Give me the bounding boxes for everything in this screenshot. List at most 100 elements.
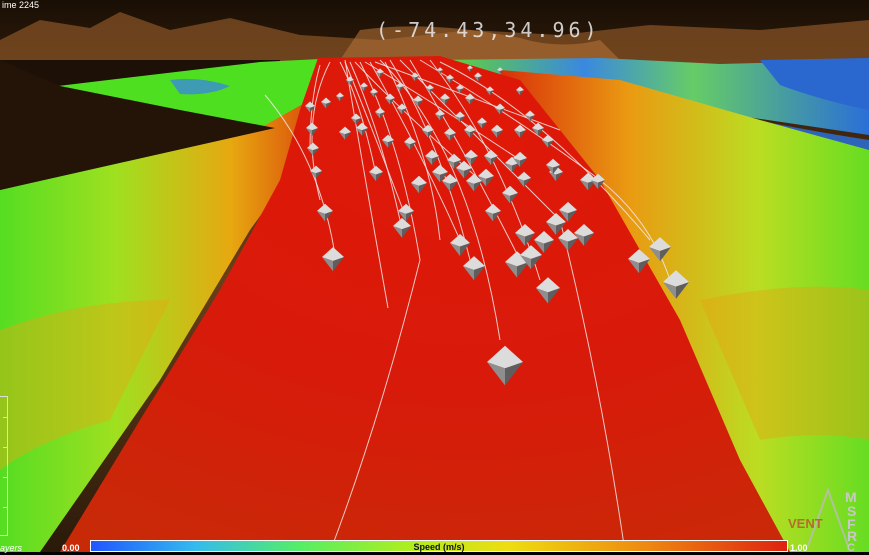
land-wedge	[0, 60, 275, 190]
particle-glyph	[440, 93, 450, 105]
particle-glyph	[435, 109, 445, 121]
colorbar-title: Speed (m/s)	[413, 542, 465, 552]
high-speed-jet	[60, 56, 790, 552]
streamline	[369, 61, 461, 241]
particle-glyph	[444, 127, 456, 141]
particle-glyph	[397, 103, 407, 115]
terrain-highlight	[340, 26, 620, 60]
particle-glyph	[464, 149, 478, 166]
particle-glyph	[463, 256, 485, 281]
particle-glyph	[450, 234, 470, 256]
logo-letter: R	[847, 528, 858, 544]
svg-text:VENT: VENT	[788, 516, 823, 531]
particle-glyph	[536, 277, 560, 304]
particle-glyph	[505, 251, 529, 278]
particle-glyph	[306, 122, 318, 136]
streamline	[419, 59, 671, 281]
particle-glyph	[356, 122, 368, 136]
logo-letter: C	[847, 542, 855, 554]
coordinate-readout: (-74.43,34.96)	[376, 18, 601, 42]
streamline	[344, 61, 406, 216]
logo-letter: F	[847, 516, 856, 532]
particle-glyph	[393, 217, 411, 238]
streamline	[349, 61, 401, 221]
particle-glyph	[432, 164, 448, 183]
particle-glyph	[558, 229, 578, 251]
particle-glyph	[422, 124, 434, 138]
colorbar-gradient	[91, 541, 787, 551]
particle-glyph	[559, 201, 577, 222]
particle-glyph	[446, 74, 454, 84]
shelf-left	[58, 58, 340, 130]
msfrc-logo: VENT M S F R C	[788, 486, 866, 554]
particle-glyph	[525, 110, 535, 122]
colorbar-min-label: 0.00	[62, 543, 80, 553]
scale-tick	[3, 417, 7, 418]
logo-emblem: VENT	[788, 487, 849, 547]
scale-tick	[3, 477, 7, 478]
particle-glyph	[411, 72, 419, 82]
particle-glyph	[442, 173, 458, 192]
particle-glyph	[546, 158, 560, 175]
particle-glyph	[396, 82, 404, 92]
particle-glyph	[591, 173, 605, 190]
particle-glyph	[474, 72, 482, 82]
particle-glyphs	[305, 65, 689, 386]
time-label: ime 2245	[2, 0, 40, 10]
far-right-blue-patch	[760, 58, 869, 110]
particle-glyph	[375, 107, 385, 119]
particle-glyph	[514, 124, 526, 138]
streamline	[399, 59, 626, 552]
colorbar-max-label: 1.00	[790, 543, 808, 553]
particle-glyph	[376, 68, 384, 78]
particle-glyph	[456, 84, 464, 94]
particle-glyph	[456, 160, 472, 179]
left-orange-band	[0, 300, 170, 470]
streamline	[264, 94, 336, 256]
particle-glyph	[404, 136, 416, 150]
particle-glyph	[305, 101, 315, 113]
particle-glyph	[413, 95, 423, 107]
scale-tick	[3, 447, 7, 448]
particle-glyph	[360, 82, 368, 92]
particle-glyph	[336, 92, 344, 102]
shelf-left-blue	[170, 78, 230, 95]
particle-glyph	[466, 173, 482, 192]
particle-glyph	[478, 168, 494, 187]
particle-glyph	[515, 224, 535, 246]
particle-glyph	[310, 165, 322, 179]
depth-scale-strip[interactable]	[0, 396, 8, 536]
particle-glyph	[497, 67, 503, 74]
particle-glyph	[351, 113, 361, 125]
logo-letter: S	[847, 503, 857, 519]
particle-glyph	[465, 93, 475, 105]
particle-glyph	[411, 175, 427, 194]
particle-glyph	[447, 153, 461, 170]
particle-glyph	[385, 93, 395, 105]
particle-glyph	[542, 134, 554, 148]
streamline	[374, 61, 561, 131]
streamline	[439, 61, 651, 241]
right-orange-band	[700, 286, 869, 440]
particle-glyph	[516, 86, 524, 96]
particle-glyph	[491, 124, 503, 138]
particle-glyph	[649, 237, 671, 262]
particle-glyph	[487, 345, 523, 386]
particle-glyph	[628, 249, 650, 274]
particle-glyph	[425, 149, 439, 166]
particle-glyph	[517, 171, 531, 188]
particle-glyph	[467, 65, 473, 72]
particle-glyph	[321, 97, 331, 109]
particle-glyph	[307, 142, 319, 156]
speed-colorbar: Speed (m/s)	[90, 540, 788, 552]
particle-glyph	[455, 111, 465, 123]
particle-glyph	[322, 247, 344, 272]
particle-glyph	[574, 224, 594, 246]
streamline	[384, 61, 441, 241]
particle-glyph	[369, 165, 383, 182]
particle-glyph	[532, 122, 544, 136]
logo-letter: M	[845, 489, 857, 505]
layers-label: ayers	[0, 543, 23, 553]
particle-glyph	[485, 203, 501, 222]
